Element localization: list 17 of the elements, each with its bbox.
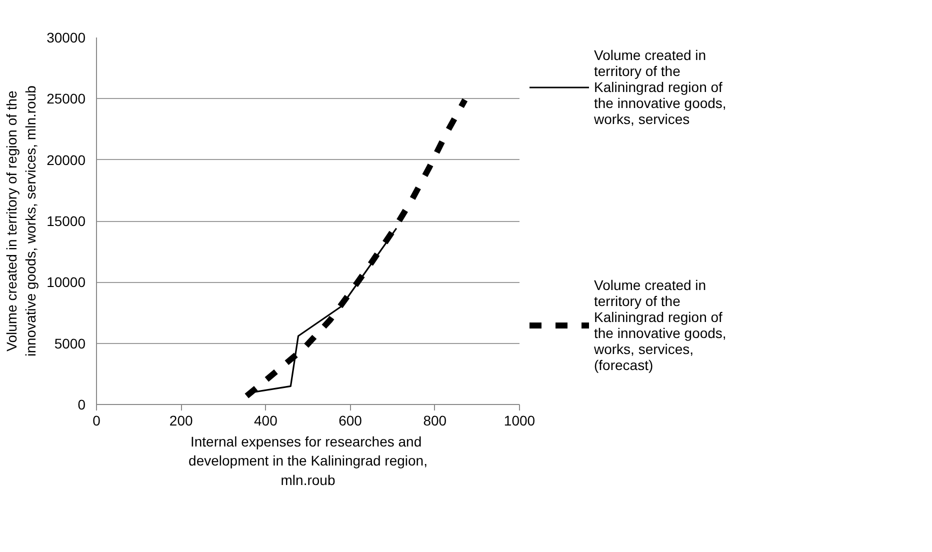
- x-tick-label: 200: [169, 412, 193, 428]
- y-tick-label: 20000: [46, 152, 86, 168]
- x-axis-title: Internal expenses for researches and development in the Kaliningrad region, mln.roub: [188, 434, 428, 488]
- legend-label: Volume created in territory of the Kaliningrad region of the innovative goods, works, services, (forecast): [594, 277, 726, 373]
- x-tick-label: 600: [338, 412, 362, 428]
- y-tick-label: 30000: [46, 30, 86, 46]
- x-tick-label: 400: [254, 412, 278, 428]
- x-tick-label: 0: [92, 412, 101, 428]
- y-tick-label: 10000: [46, 274, 86, 290]
- y-axis-title: Volume created in territory of region of the innovative goods, works, services, mln.roub: [3, 85, 39, 356]
- legend-label: Volume created in territory of the Kaliningrad region of the innovative goods, works, services: [594, 47, 726, 127]
- y-tick-label: 5000: [54, 335, 86, 352]
- y-tick-label: 25000: [46, 90, 86, 107]
- x-tick-label: 1000: [504, 412, 536, 428]
- x-tick-label: 800: [423, 412, 447, 428]
- y-tick-label: 0: [78, 396, 86, 412]
- y-tick-label: 15000: [46, 213, 86, 229]
